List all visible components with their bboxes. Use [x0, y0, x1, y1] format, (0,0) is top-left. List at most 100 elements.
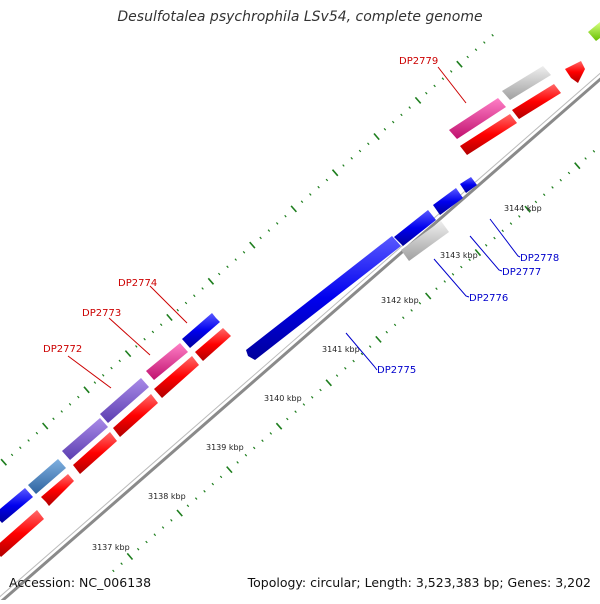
scale-minor-tick [466, 55, 469, 59]
scale-minor-tick [317, 185, 320, 189]
gene-label-dp2779: DP2779 [399, 56, 438, 67]
feature-magenta-dp2773 [146, 343, 188, 380]
tick-label: 3137 kbp [92, 543, 130, 552]
scale-minor-tick [391, 120, 395, 124]
scale-minor-tick [383, 128, 387, 131]
scale-minor-tick [449, 70, 453, 73]
scale-minor-tick [425, 91, 428, 95]
scale-minor-tick [234, 258, 237, 261]
feature-purple-2 [100, 378, 149, 423]
gene-label-dp2773: DP2773 [82, 308, 121, 319]
scale-minor-tick [483, 41, 486, 44]
scale-major-tick [176, 509, 183, 517]
scale-major-tick [524, 205, 531, 213]
scale-minor-tick [259, 236, 262, 240]
feature-green-corner [588, 22, 600, 41]
scale-major-tick [166, 313, 173, 322]
scale-minor-tick [203, 490, 206, 493]
feature-blue-dp2775 [246, 236, 401, 360]
feature-blue-dp2777 [433, 188, 463, 215]
scale-major-tick [226, 466, 233, 474]
scale-minor-tick [143, 337, 146, 341]
scale-minor-tick [151, 330, 155, 334]
scale-major-tick [207, 277, 215, 285]
scale-minor-tick [226, 265, 229, 269]
scale-minor-tick [184, 301, 188, 305]
accession-text: Accession: NC_006138 [9, 575, 152, 590]
scale-minor-tick [584, 157, 587, 160]
genome-backbone [0, 72, 600, 604]
scale-minor-tick [120, 562, 123, 565]
scale-minor-tick [433, 84, 436, 88]
scale-major-tick [325, 379, 332, 387]
scale-minor-tick [118, 359, 121, 363]
tick-label: 3144 kbp [504, 204, 542, 213]
tick-label: 3140 kbp [264, 394, 302, 403]
scale-minor-tick [300, 200, 304, 203]
scale-minor-tick [443, 280, 446, 283]
scale-minor-tick [408, 106, 411, 109]
scale-minor-tick [136, 547, 140, 551]
page-title: Desulfotalea psychrophila LSv54, complet… [117, 9, 483, 25]
feature-red-f5 [154, 356, 199, 398]
scale-major-tick [41, 422, 49, 430]
feature-magenta-dp2779 [449, 98, 506, 139]
scale-major-tick [456, 60, 463, 68]
scale-minor-tick [367, 142, 370, 146]
scale-major-tick [424, 292, 432, 300]
feature-red-f6 [195, 328, 231, 361]
scale-minor-tick [410, 309, 413, 312]
scale-minor-tick [186, 504, 190, 508]
scale-minor-tick [309, 193, 312, 196]
scale-minor-tick [344, 367, 347, 370]
scale-minor-tick [302, 403, 306, 406]
gene-label-dp2778: DP2778 [520, 253, 559, 264]
scale-major-tick [83, 386, 90, 394]
tick-label: 3142 kbp [381, 296, 419, 305]
scale-minor-tick [135, 345, 138, 348]
gene-label-dp2774: DP2774 [118, 278, 157, 289]
feature-red-f9 [565, 61, 585, 83]
scale-major-tick [290, 205, 297, 213]
scale-minor-tick [400, 113, 403, 117]
scale-minor-tick [145, 540, 148, 544]
scale-minor-tick [418, 301, 422, 305]
gene-label-dp2777: DP2777 [502, 267, 541, 278]
scale-major-tick [331, 169, 339, 177]
scale-minor-tick [19, 446, 22, 449]
scale-minor-tick [10, 453, 14, 457]
scale-major-tick [414, 96, 422, 104]
scale-minor-tick [484, 244, 488, 247]
scale-minor-tick [534, 200, 538, 204]
scale-minor-tick [267, 229, 271, 232]
scale-minor-tick [493, 236, 496, 240]
scale-minor-tick [112, 569, 115, 573]
scale-tick-labels: 3137 kbp 3138 kbp 3139 kbp 3140 kbp 3141… [92, 204, 542, 552]
scale-minor-tick [501, 229, 504, 233]
scale-minor-tick [393, 323, 397, 327]
scale-minor-tick [275, 222, 279, 225]
scale-minor-tick [352, 359, 355, 363]
scale-minor-tick [310, 396, 314, 399]
scale-minor-tick [77, 395, 80, 399]
scale-minor-tick [286, 417, 289, 421]
scale-minor-tick [385, 330, 388, 334]
gene-label-dp2772: DP2772 [43, 344, 82, 355]
feature-steel-blue [28, 459, 66, 494]
feature-blue-dp2774 [182, 313, 220, 348]
scale-minor-tick [294, 410, 297, 413]
scale-minor-tick [35, 431, 39, 435]
scale-major-tick [373, 132, 380, 141]
scale-minor-tick [350, 157, 353, 160]
scale-minor-tick [101, 374, 105, 377]
scale-minor-tick [269, 432, 273, 435]
scale-minor-tick [176, 308, 179, 312]
scale-minor-tick [110, 366, 113, 370]
scale-minor-tick [60, 410, 63, 413]
scale-minor-tick [559, 178, 562, 182]
tick-label: 3138 kbp [148, 492, 186, 501]
gene-label-dp2775: DP2775 [377, 365, 416, 376]
feature-red-f8 [512, 84, 561, 119]
scale-minor-tick [567, 171, 571, 175]
